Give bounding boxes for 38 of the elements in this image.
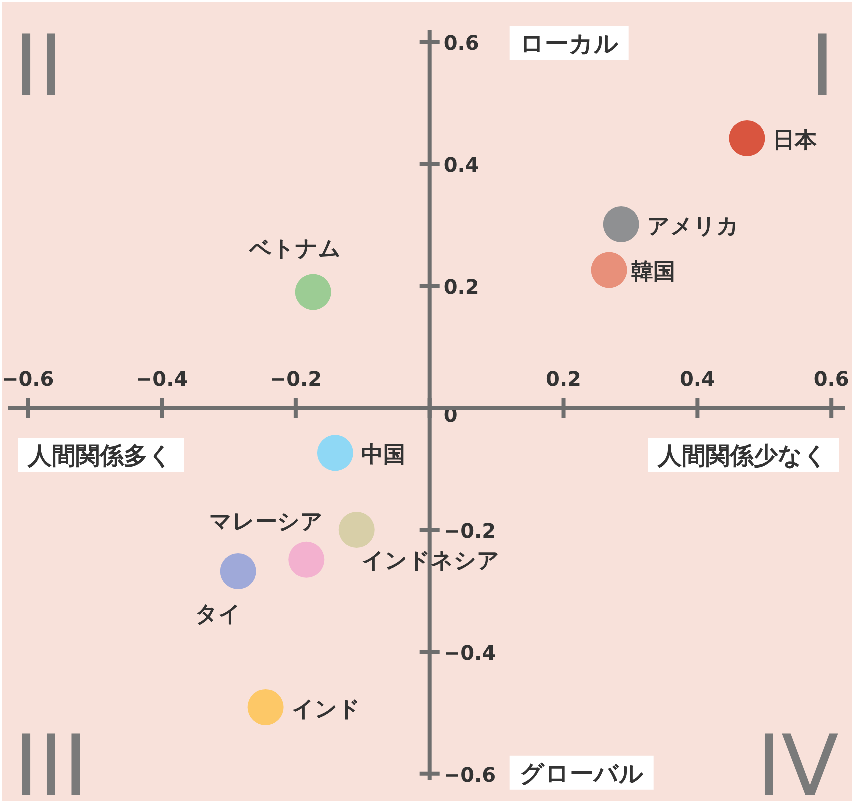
annotation: II [14, 17, 64, 115]
annotation: III [14, 717, 88, 803]
point [295, 274, 332, 310]
x-tick-label: −0.6 [2, 367, 54, 392]
y-tick-label: 0.4 [444, 153, 480, 178]
point [591, 252, 628, 288]
x-tick-label: −0.4 [136, 367, 188, 392]
series-label: タイ [195, 602, 242, 628]
point [338, 512, 375, 548]
annotation: 人間関係少なく [657, 442, 828, 470]
series-label: 中国 [361, 443, 406, 468]
x-tick-label: 0.2 [546, 367, 582, 392]
series-label: インドネシア [362, 549, 500, 574]
y-tick-label: −0.4 [444, 640, 496, 665]
y-tick-label: 0.6 [444, 31, 480, 56]
x-tick-label: 0.4 [680, 367, 716, 392]
series-label: マレーシア [210, 510, 324, 535]
annotation: IV [756, 717, 839, 803]
series-label: ベトナム [248, 237, 342, 262]
point [248, 689, 284, 726]
series-label: 日本 [773, 128, 818, 154]
series-label: 韓国 [631, 260, 676, 286]
x-tick-label: −0.2 [270, 367, 322, 392]
point [603, 206, 640, 243]
y-tick-label: −0.2 [444, 519, 496, 543]
annotation: I [810, 17, 835, 115]
x-tick-label: 0.6 [814, 367, 850, 392]
series-label: アメリカ [647, 214, 740, 240]
annotation: グローバル [520, 760, 644, 788]
y-tick-label: −0.6 [444, 762, 496, 787]
series-label: インド [292, 697, 361, 722]
point [220, 553, 256, 590]
annotation: 人間関係多く [27, 442, 173, 470]
point [317, 435, 354, 472]
y-tick-label: 0.2 [444, 275, 480, 300]
point [288, 542, 325, 578]
point [729, 120, 766, 157]
annotation: ローカル [520, 30, 619, 58]
